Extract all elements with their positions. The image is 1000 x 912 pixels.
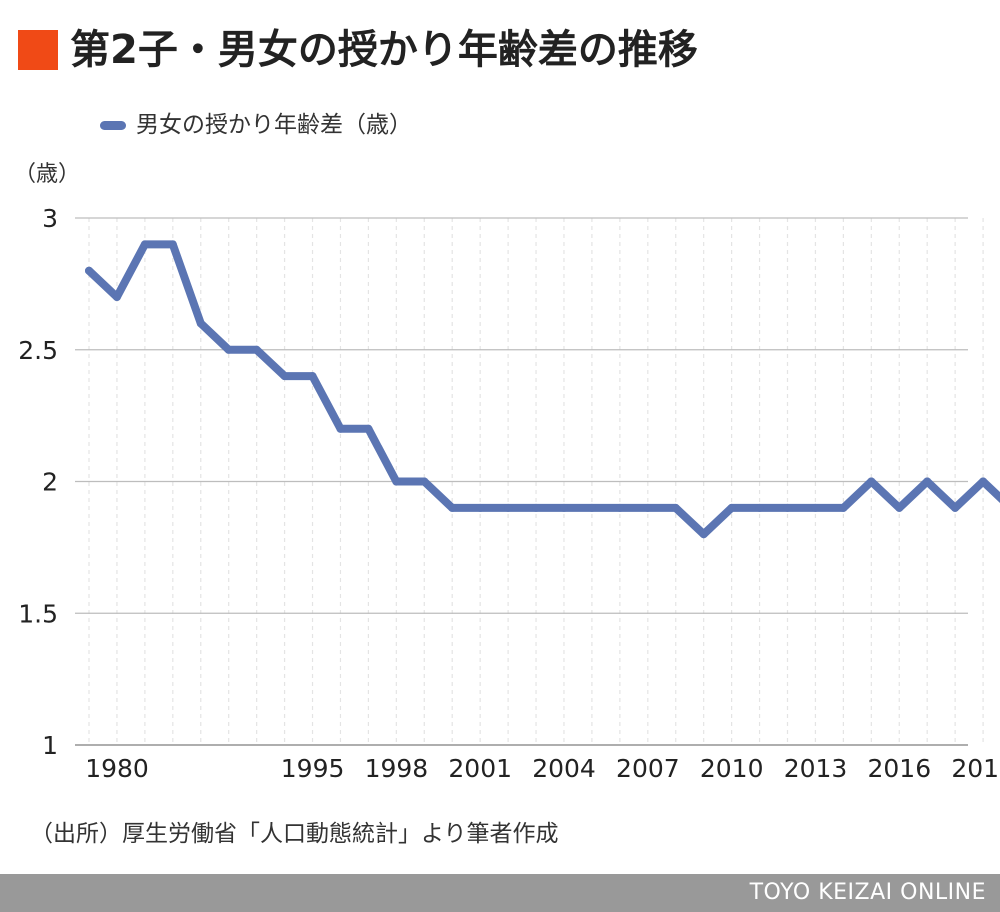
footer-bar: TOYO KEIZAI ONLINE (0, 874, 1000, 912)
data-point (280, 372, 289, 381)
title-marker (18, 30, 58, 70)
y-unit-label: （歳） (14, 162, 81, 187)
source-note: （出所）厚生労働省「人口動態統計」より筆者作成 (30, 821, 559, 847)
data-point (867, 477, 876, 486)
data-point (923, 477, 932, 486)
legend-swatch (100, 120, 126, 130)
y-tick-label: 1.5 (18, 599, 58, 628)
x-tick-label: 1980 (85, 754, 149, 783)
data-point (364, 424, 373, 433)
data-point (587, 503, 596, 512)
y-tick-label: 3 (42, 204, 58, 233)
y-tick-label: 1 (42, 731, 58, 760)
x-tick-label: 1995 (281, 754, 345, 783)
x-tick-label: 2010 (700, 754, 764, 783)
data-point (224, 345, 233, 354)
y-tick-label: 2 (42, 468, 58, 497)
data-point (839, 503, 848, 512)
x-tick-label: 2007 (616, 754, 680, 783)
legend-label: 男女の授かり年齢差（歳） (136, 112, 412, 138)
data-point (532, 503, 540, 512)
data-point (252, 345, 261, 354)
data-point (420, 477, 429, 486)
data-point (951, 503, 960, 512)
x-tick-label: 2016 (868, 754, 932, 783)
data-point (504, 503, 513, 512)
data-point (476, 503, 485, 512)
data-point (699, 530, 708, 539)
data-point (811, 503, 820, 512)
data-point (448, 503, 457, 512)
data-point (336, 424, 345, 433)
data-point (979, 477, 988, 486)
x-tick-label: 2004 (532, 754, 596, 783)
series-line (85, 240, 1000, 539)
data-point (783, 503, 792, 512)
data-point (615, 503, 624, 512)
x-tick-label: 2013 (784, 754, 848, 783)
data-point (643, 503, 652, 512)
data-point (308, 372, 317, 381)
x-tick-label: 2001 (448, 754, 512, 783)
x-tick-label: 1998 (365, 754, 429, 783)
legend: 男女の授かり年齢差（歳） (100, 108, 412, 142)
chart-title: 第2子・男女の授かり年齢差の推移 (70, 27, 698, 73)
data-point (140, 240, 149, 249)
data-point (560, 503, 568, 512)
data-point (392, 477, 401, 486)
data-point (755, 503, 764, 512)
data-point (168, 240, 177, 249)
y-tick-label: 2.5 (18, 336, 58, 365)
brand-label: TOYO KEIZAI ONLINE (749, 880, 986, 905)
line-chart: 1 1.5 2 2.5 3 1980 1995 1998 2001 2004 2007 2010 201… (18, 204, 1000, 783)
data-point (727, 503, 736, 512)
data-point (196, 319, 205, 328)
data-point (671, 503, 680, 512)
data-point (895, 503, 904, 512)
data-point (85, 266, 93, 275)
x-tick-label: 2019 (951, 754, 1000, 783)
data-point (112, 293, 121, 301)
